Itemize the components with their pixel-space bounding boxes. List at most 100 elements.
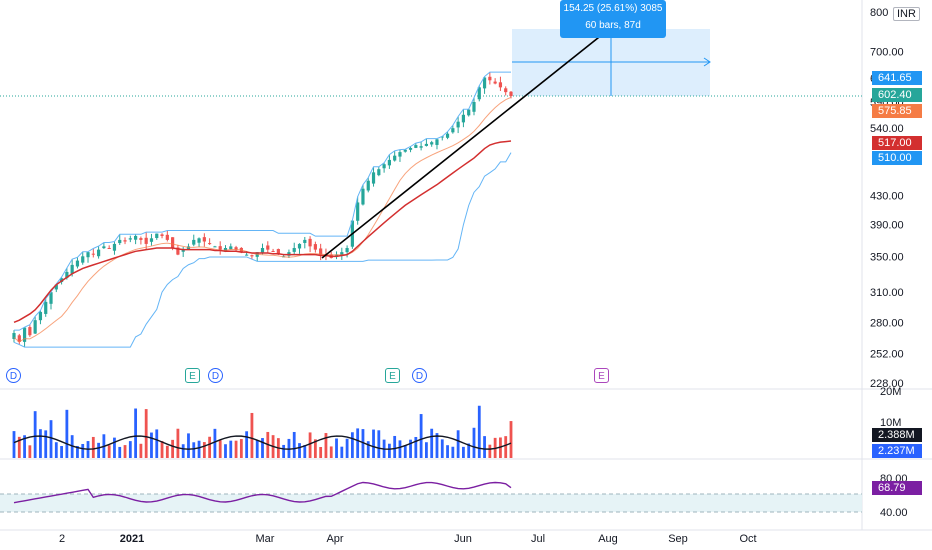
candle [112,241,117,255]
candle-body [266,245,270,250]
time-axis-tick-label: Apr [326,533,343,545]
price-axis-tick-label: 310.00 [870,287,904,299]
candle-body [155,233,159,238]
candle [160,233,164,239]
rsi-line [13,481,512,504]
earnings-event-icon[interactable]: E [385,368,400,383]
candle-body [377,169,381,176]
candle-body [461,114,466,123]
channel-lower-line [13,152,512,348]
candle [75,257,80,269]
price-axis-tick-label: 700.00 [870,46,904,58]
candle-body [176,247,180,255]
volume-bar [234,440,238,458]
candle [430,140,434,147]
candle [49,291,53,310]
candle [509,91,513,99]
dividend-event-icon[interactable]: D [412,368,427,383]
candle-body [482,77,487,89]
candle [144,232,148,250]
volume-bar [60,446,63,458]
candle-body [181,249,185,252]
candle-body [81,256,85,263]
time-axis-tick-label: Oct [739,533,756,545]
currency-label[interactable]: INR [893,7,920,21]
volume-bar [97,442,100,458]
candle-body [387,159,391,166]
volume-bar [23,435,26,458]
candle [387,154,391,169]
candle-body [218,246,222,250]
volume-bar [155,429,159,458]
volume-bar [451,446,455,458]
candle-body [213,246,217,248]
candle [128,235,132,243]
time-axis-tick-label: 2021 [120,533,144,545]
rsi-band [0,494,862,512]
candle-body [414,145,418,148]
candle [377,166,381,177]
volume-ma-line [13,435,512,450]
candle [271,248,275,253]
rsi-axis-tick-label: 40.00 [880,507,908,519]
volume-bar [229,440,233,458]
candle [456,116,460,134]
candle [155,233,159,240]
candle [102,242,106,249]
candle-body [160,234,164,236]
volume-bar [340,446,344,458]
volume-bar [239,439,243,458]
candle-body [44,301,48,314]
candle [250,254,254,260]
volume-bar [81,443,85,458]
candle [192,234,196,247]
candle [319,243,323,261]
candle-body [356,202,360,221]
earnings-event-icon[interactable]: E [594,368,609,383]
candle-body [313,244,317,250]
dividend-event-icon[interactable]: D [6,368,21,383]
volume-bar [292,431,296,458]
candle-body [260,248,265,253]
volume-bar [245,431,249,458]
candle [398,149,402,162]
candle-body [477,87,481,100]
volume-bar [477,405,481,458]
candle-body [361,188,365,205]
price-axis-tick-label: 390.00 [870,219,904,231]
volume-bar [144,409,148,458]
candle-body [75,260,80,267]
price-axis-tick-label: 800 [870,7,888,19]
candle-body [17,335,21,342]
candle-body [102,246,106,249]
volume-bar [54,442,58,458]
candle-body [424,143,429,146]
candle-body [86,252,90,258]
volume-bar [218,440,222,458]
volume-bar [128,441,132,458]
candle-body [12,333,16,339]
candle-body [144,237,148,244]
candle-body [493,81,497,84]
candle-body [65,271,69,278]
volume-bar [213,428,217,458]
candle [123,237,127,245]
volume-bar [366,441,370,458]
time-axis-tick-label: Aug [598,533,618,545]
earnings-event-icon[interactable]: E [185,368,200,383]
candle-body [504,88,508,93]
candle [477,85,481,102]
candle-body [197,238,201,243]
ma-long-line [13,140,512,323]
price-axis-tick-label: 430.00 [870,190,904,202]
volume-bar [65,409,69,458]
volume-bar [139,443,143,458]
volume-bar [298,443,301,458]
volume-bar [12,431,16,458]
volume-bar [409,439,412,458]
candle [393,150,397,162]
candle [403,149,407,153]
volume-bar [387,443,391,458]
dividend-event-icon[interactable]: D [208,368,223,383]
